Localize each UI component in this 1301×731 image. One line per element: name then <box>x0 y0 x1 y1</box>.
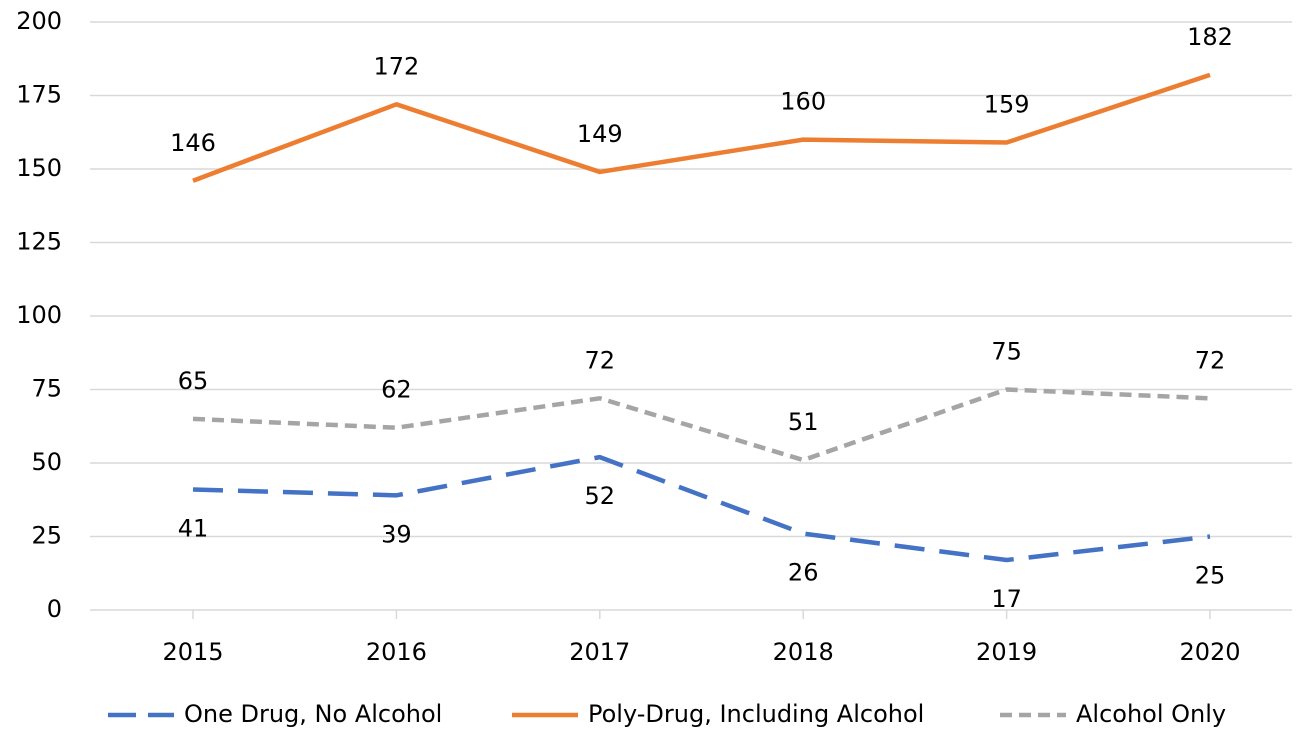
y-tick-label: 175 <box>16 81 62 109</box>
data-label: 182 <box>1187 23 1233 51</box>
x-tick-label: 2017 <box>569 638 630 666</box>
y-tick-label: 75 <box>31 375 62 403</box>
series-line <box>192 387 1211 463</box>
data-label: 75 <box>991 338 1022 366</box>
x-tick-label: 2015 <box>162 638 223 666</box>
y-tick-label: 0 <box>47 595 62 623</box>
series-line <box>192 454 1211 563</box>
data-label: 51 <box>788 408 819 436</box>
data-label: 17 <box>991 585 1022 613</box>
data-label: 172 <box>373 52 419 80</box>
data-label: 146 <box>170 129 216 157</box>
data-label: 65 <box>178 367 209 395</box>
y-tick-label: 150 <box>16 154 62 182</box>
series-line <box>192 72 1211 183</box>
legend-label: One Drug, No Alcohol <box>184 700 442 728</box>
x-tick-label: 2019 <box>976 638 1037 666</box>
data-label: 25 <box>1195 562 1226 590</box>
legend-label: Alcohol Only <box>1076 700 1226 728</box>
data-label: 62 <box>381 376 412 404</box>
data-label: 160 <box>780 88 826 116</box>
x-tick-label: 2016 <box>366 638 427 666</box>
data-label: 149 <box>577 120 623 148</box>
data-label: 72 <box>1195 346 1226 374</box>
data-label: 52 <box>585 482 616 510</box>
y-tick-label: 100 <box>16 301 62 329</box>
y-tick-label: 125 <box>16 228 62 256</box>
y-tick-label: 200 <box>16 7 62 35</box>
data-label: 41 <box>178 514 209 542</box>
x-tick-label: 2018 <box>773 638 834 666</box>
legend-label: Poly-Drug, Including Alcohol <box>588 700 924 728</box>
y-tick-label: 25 <box>31 522 62 550</box>
data-label: 39 <box>381 520 412 548</box>
data-label: 72 <box>585 346 616 374</box>
data-label: 159 <box>984 91 1030 119</box>
data-label: 26 <box>788 559 819 587</box>
x-tick-label: 2020 <box>1179 638 1240 666</box>
y-tick-label: 50 <box>31 448 62 476</box>
